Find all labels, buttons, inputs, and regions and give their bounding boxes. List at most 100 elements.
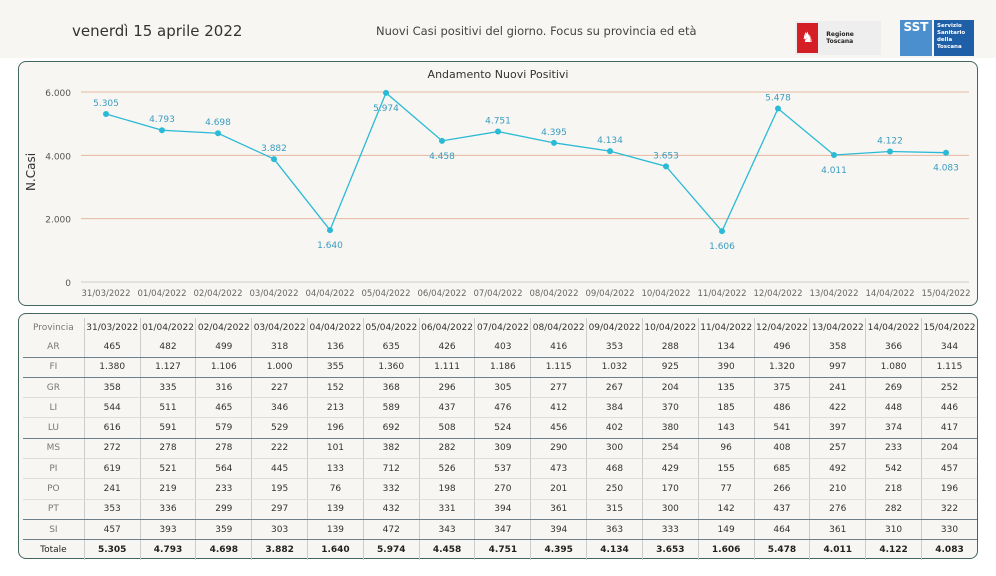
value-cell: 465 — [195, 397, 252, 419]
value-cell: 464 — [753, 519, 810, 541]
value-cell: 457 — [920, 458, 977, 480]
column-header: 04/04/2022 — [307, 318, 364, 338]
value-cell: 3.653 — [641, 539, 699, 560]
value-cell: 1.360 — [362, 357, 420, 378]
province-cell: Totale — [40, 544, 67, 555]
value-cell: 5.478 — [753, 539, 810, 560]
column-header: 09/04/2022 — [586, 318, 643, 338]
value-cell: 270 — [474, 478, 531, 500]
value-cell: 712 — [362, 458, 420, 480]
x-tick-label: 09/04/2022 — [586, 289, 635, 299]
data-point — [271, 156, 277, 163]
data-label: 3.882 — [261, 144, 287, 154]
value-cell: 336 — [139, 499, 196, 520]
value-cell: 997 — [809, 357, 866, 378]
value-cell: 303 — [251, 519, 308, 541]
value-cell: 139 — [307, 499, 364, 520]
value-cell: 213 — [307, 397, 364, 419]
value-cell: 322 — [920, 499, 977, 520]
value-cell: 219 — [139, 478, 196, 500]
value-cell: 316 — [195, 377, 252, 399]
value-cell: 5.974 — [362, 539, 420, 560]
value-cell: 196 — [307, 417, 364, 439]
value-cell: 149 — [697, 519, 755, 541]
data-label: 1.606 — [709, 242, 735, 252]
column-header: 10/04/2022 — [641, 318, 699, 338]
value-cell: 296 — [418, 377, 475, 399]
regione-toscana-logo: ♞ Regione Toscana — [795, 21, 881, 55]
value-cell: 361 — [809, 519, 866, 541]
value-cell: 210 — [809, 478, 866, 500]
value-cell: 300 — [586, 438, 643, 460]
value-cell: 1.000 — [251, 357, 308, 378]
value-cell: 361 — [530, 499, 587, 520]
value-cell: 417 — [920, 417, 977, 439]
value-cell: 1.606 — [697, 539, 755, 560]
value-cell: 508 — [418, 417, 475, 439]
column-header: 13/04/2022 — [809, 318, 866, 338]
province-cell: LI — [23, 397, 85, 419]
value-cell: 465 — [83, 337, 141, 358]
data-point — [887, 148, 893, 155]
value-cell: 185 — [697, 397, 755, 419]
value-cell: 1.380 — [83, 357, 141, 378]
value-cell: 380 — [641, 417, 699, 439]
sst-mark: SST — [900, 20, 932, 56]
column-header: 08/04/2022 — [530, 318, 587, 338]
value-cell: 347 — [474, 519, 531, 541]
value-cell: 1.115 — [920, 357, 977, 378]
value-cell: 473 — [530, 458, 587, 480]
column-header: 03/04/2022 — [251, 318, 308, 338]
value-cell: 343 — [418, 519, 475, 541]
value-cell: 139 — [307, 519, 364, 541]
column-header: 15/04/2022 — [920, 318, 977, 338]
x-tick-label: 01/04/2022 — [138, 289, 187, 299]
value-cell: 201 — [530, 478, 587, 500]
value-cell: 616 — [83, 417, 141, 439]
value-cell: 358 — [83, 377, 141, 399]
value-cell: 384 — [586, 397, 643, 419]
value-cell: 241 — [809, 377, 866, 399]
data-point — [327, 227, 333, 234]
value-cell: 403 — [474, 337, 531, 358]
value-cell: 152 — [307, 377, 364, 399]
value-cell: 143 — [697, 417, 755, 439]
value-cell: 375 — [753, 377, 810, 399]
value-cell: 426 — [418, 337, 475, 358]
value-cell: 134 — [697, 337, 755, 358]
data-point — [943, 149, 949, 156]
value-cell: 305 — [474, 377, 531, 399]
value-cell: 394 — [530, 519, 587, 541]
value-cell: 252 — [920, 377, 977, 399]
value-cell: 196 — [920, 478, 977, 500]
value-cell: 685 — [753, 458, 810, 480]
value-cell: 591 — [139, 417, 196, 439]
value-cell: 241 — [83, 478, 141, 500]
value-cell: 412 — [530, 397, 587, 419]
value-cell: 76 — [307, 478, 364, 500]
province-table: Provincia 31/03/2022 01/04/2022 02/04/2022 0… — [23, 318, 977, 560]
value-cell: 155 — [697, 458, 755, 480]
value-cell: 5.305 — [83, 539, 141, 560]
value-cell: 4.083 — [920, 539, 977, 560]
x-tick-label: 04/04/2022 — [306, 289, 355, 299]
value-cell: 529 — [251, 417, 308, 439]
value-cell: 77 — [697, 478, 755, 500]
value-cell: 299 — [195, 499, 252, 520]
value-cell: 344 — [920, 337, 977, 358]
value-cell: 278 — [139, 438, 196, 460]
column-header: 07/04/2022 — [474, 318, 531, 338]
value-cell: 233 — [865, 438, 922, 460]
y-axis-label: N.Casi — [24, 153, 38, 191]
value-cell: 277 — [530, 377, 587, 399]
value-cell: 133 — [307, 458, 364, 480]
value-cell: 204 — [641, 377, 699, 399]
value-cell: 925 — [641, 357, 699, 378]
value-cell: 393 — [139, 519, 196, 541]
table-row: AR 465 482 499 318 136 635 426 403 416 353 288 134 49… — [23, 337, 977, 358]
value-cell: 541 — [753, 417, 810, 439]
x-tick-label: 02/04/2022 — [194, 289, 243, 299]
column-header: 05/04/2022 — [362, 318, 420, 338]
data-point — [383, 89, 389, 96]
value-cell: 198 — [418, 478, 475, 500]
